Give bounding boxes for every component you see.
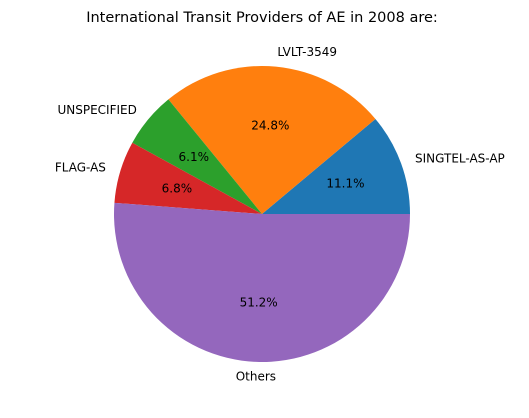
slice-percent-label: 6.8%: [162, 182, 193, 196]
chart-title: International Transit Providers of AE in…: [86, 10, 438, 26]
slice-label: SINGTEL-AS-AP: [415, 151, 505, 165]
pie-slice-singtel-as-ap: [262, 118, 410, 214]
slice-percent-label: 11.1%: [326, 177, 364, 191]
pie-slice-flag-as: [114, 142, 262, 214]
slice-percent-label: 6.1%: [179, 150, 210, 164]
pie-slice-others: [114, 202, 411, 362]
slice-label: FLAG-AS: [55, 161, 106, 175]
slice-percent-label: 51.2%: [240, 296, 278, 310]
slice-label: LVLT-3549: [277, 45, 337, 59]
slice-percent-label: 24.8%: [251, 119, 289, 133]
slice-label: Others: [236, 370, 276, 384]
pie-labels: SINGTEL-AS-AP 11.1% LVLT-3549 24.8% UNSPECIF…: [55, 45, 505, 384]
slice-label: UNSPECIFIED: [57, 103, 136, 117]
pie-slice-lvlt-3549: [168, 66, 376, 214]
pie-slices: [114, 66, 411, 362]
pie-slice-unspecified: [132, 99, 262, 214]
